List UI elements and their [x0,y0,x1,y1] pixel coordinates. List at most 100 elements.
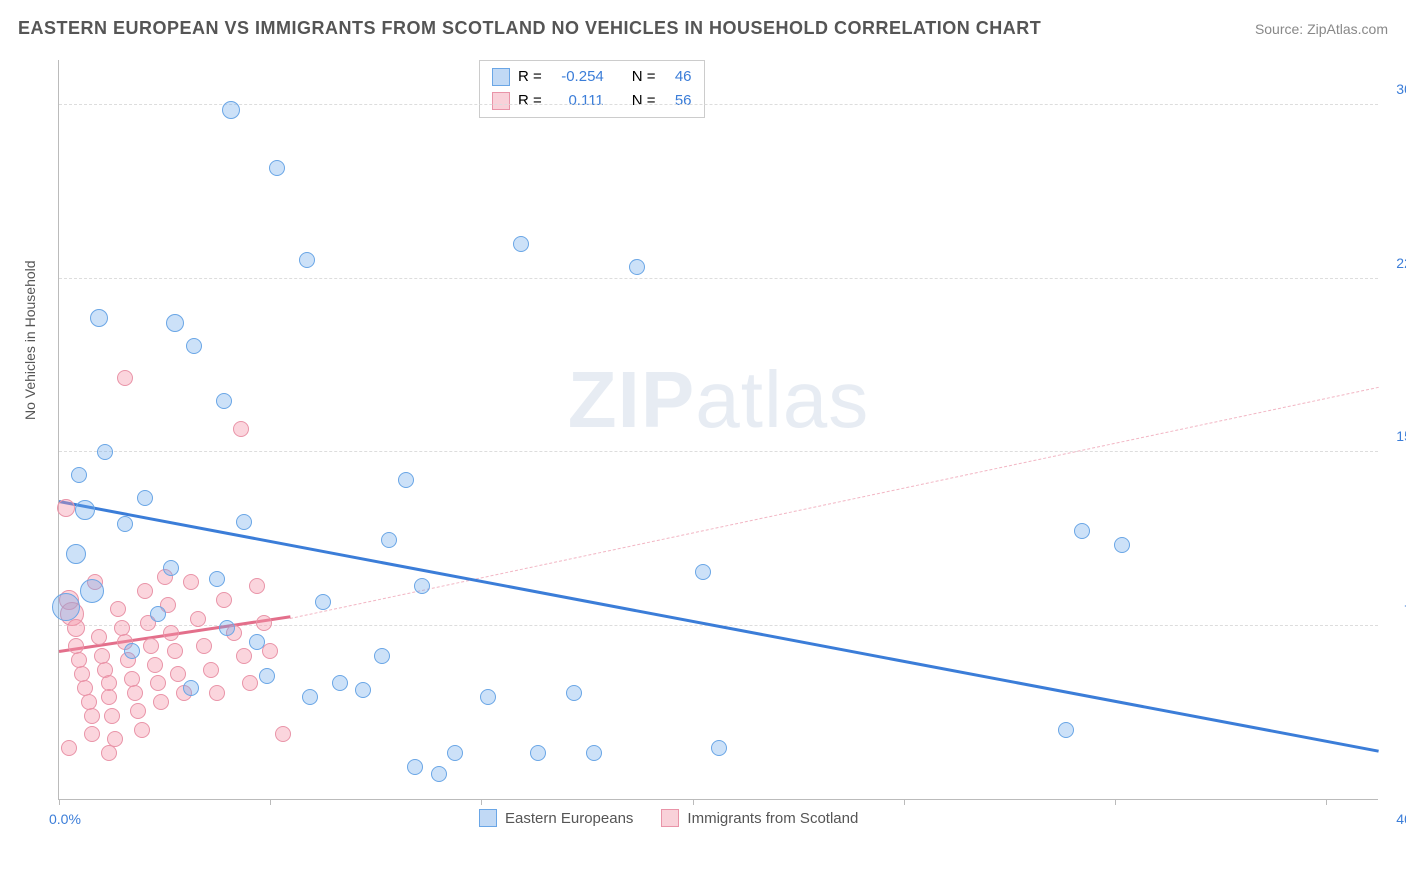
scatter-point-pink [147,657,163,673]
x-tick [1326,799,1327,805]
scatter-point-pink [163,625,179,641]
scatter-point-pink [209,685,225,701]
scatter-point-pink [233,421,249,437]
scatter-point-blue [1074,523,1090,539]
scatter-point-blue [117,516,133,532]
scatter-point-pink [127,685,143,701]
chart-area: ZIPatlas R = -0.254 N = 46 R = 0.111 N =… [58,60,1378,800]
x-tick [59,799,60,805]
scatter-point-pink [84,708,100,724]
scatter-point-pink [190,611,206,627]
scatter-point-pink [216,592,232,608]
scatter-point-blue [530,745,546,761]
pink-n-value: 56 [664,89,692,113]
scatter-point-pink [134,722,150,738]
scatter-point-blue [97,444,113,460]
scatter-point-blue [216,393,232,409]
scatter-point-blue [315,594,331,610]
scatter-point-pink [67,619,85,637]
scatter-point-blue [629,259,645,275]
scatter-point-blue [186,338,202,354]
scatter-point-blue [249,634,265,650]
pink-r-value: 0.111 [550,89,604,113]
scatter-point-pink [61,740,77,756]
scatter-point-pink [101,745,117,761]
scatter-point-pink [84,726,100,742]
scatter-point-blue [414,578,430,594]
scatter-point-blue [332,675,348,691]
stats-box: R = -0.254 N = 46 R = 0.111 N = 56 [479,60,705,118]
r-label: R = [518,89,542,113]
scatter-point-blue [163,560,179,576]
legend-blue-label: Eastern Europeans [505,810,633,827]
scatter-point-blue [431,766,447,782]
scatter-point-blue [695,564,711,580]
scatter-point-blue [150,606,166,622]
scatter-point-blue [566,685,582,701]
scatter-point-blue [381,532,397,548]
scatter-point-blue [90,309,108,327]
scatter-point-pink [150,675,166,691]
y-tick-label: 22.5% [1384,255,1406,271]
scatter-point-blue [513,236,529,252]
blue-n-value: 46 [664,65,692,89]
scatter-point-pink [236,648,252,664]
scatter-point-blue [66,544,86,564]
scatter-point-blue [299,252,315,268]
scatter-point-blue [75,500,95,520]
x-max-label: 40.0% [1384,811,1406,827]
scatter-point-blue [259,668,275,684]
gridline-h [59,278,1378,279]
scatter-point-blue [711,740,727,756]
gridline-h [59,451,1378,452]
y-axis-label: No Vehicles in Household [22,260,38,420]
scatter-point-pink [170,666,186,682]
blue-r-value: -0.254 [550,65,604,89]
scatter-point-blue [374,648,390,664]
n-label: N = [632,89,656,113]
scatter-point-pink [137,583,153,599]
scatter-point-blue [137,490,153,506]
scatter-point-pink [143,638,159,654]
y-tick-label: 15.0% [1384,428,1406,444]
scatter-point-blue [71,467,87,483]
scatter-point-pink [130,703,146,719]
scatter-point-pink [183,574,199,590]
scatter-point-pink [203,662,219,678]
scatter-point-pink [104,708,120,724]
gridline-h [59,104,1378,105]
scatter-point-blue [302,689,318,705]
scatter-point-pink [117,370,133,386]
scatter-point-blue [219,620,235,636]
scatter-point-pink [153,694,169,710]
scatter-point-pink [91,629,107,645]
scatter-point-blue [586,745,602,761]
legend-pink-label: Immigrants from Scotland [687,810,858,827]
scatter-point-blue [222,101,240,119]
scatter-point-pink [196,638,212,654]
scatter-point-blue [183,680,199,696]
page-title: EASTERN EUROPEAN VS IMMIGRANTS FROM SCOT… [18,18,1041,39]
watermark: ZIPatlas [568,354,869,446]
scatter-point-blue [1058,722,1074,738]
n-label: N = [632,65,656,89]
y-tick-label: 7.5% [1384,602,1406,618]
x-tick [904,799,905,805]
x-tick [693,799,694,805]
bottom-legend: Eastern Europeans Immigrants from Scotla… [479,809,858,827]
scatter-point-blue [80,579,104,603]
scatter-point-blue [269,160,285,176]
scatter-point-pink [249,578,265,594]
scatter-point-blue [398,472,414,488]
legend-swatch-blue [492,68,510,86]
x-tick [270,799,271,805]
scatter-point-blue [480,689,496,705]
scatter-point-blue [355,682,371,698]
scatter-point-pink [101,689,117,705]
legend-swatch-pink [661,809,679,827]
source-label: Source: ZipAtlas.com [1255,21,1388,37]
scatter-point-pink [275,726,291,742]
x-min-label: 0.0% [49,811,81,827]
scatter-point-pink [242,675,258,691]
scatter-point-blue [124,643,140,659]
